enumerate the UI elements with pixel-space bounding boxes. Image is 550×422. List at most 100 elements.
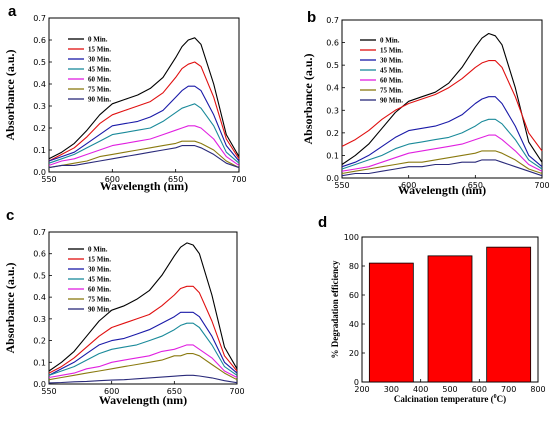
- series-line: [341, 159, 543, 177]
- series-line: [48, 322, 238, 376]
- x-axis-title: Wavelength (nm): [99, 393, 187, 407]
- series-line: [48, 145, 240, 169]
- x-tick-label: 200: [354, 385, 369, 394]
- legend-label: 45 Min.: [88, 276, 111, 284]
- legend-label: 15 Min.: [88, 256, 111, 264]
- legend-label: 30 Min.: [88, 56, 111, 64]
- x-tick-label: 600: [105, 175, 120, 184]
- y-tick-label: 0: [354, 378, 359, 387]
- y-tick-label: 0.2: [326, 129, 339, 138]
- series-line: [48, 103, 240, 164]
- y-tick-label: 0.0: [33, 168, 46, 177]
- series-line: [48, 242, 238, 372]
- panel-letter: c: [6, 207, 14, 224]
- y-axis-title: Absorbance (a.u.): [3, 49, 17, 140]
- legend-label: 15 Min.: [88, 46, 111, 54]
- x-tick-label: 650: [167, 387, 182, 396]
- y-tick-label: 40: [349, 320, 359, 329]
- x-tick-label: 700: [231, 175, 246, 184]
- x-axis-title: Calcination temperature (0C): [394, 394, 506, 404]
- series-line: [48, 125, 240, 166]
- y-axis-title: Absorbance (a.u.): [3, 262, 17, 353]
- y-tick-label: 0.7: [33, 228, 46, 237]
- x-tick-label: 600: [401, 181, 416, 190]
- series-line: [341, 118, 543, 170]
- legend-label: 30 Min.: [380, 57, 403, 65]
- legend-label: 45 Min.: [380, 67, 403, 75]
- panel-letter: d: [318, 214, 327, 231]
- series-line: [48, 344, 238, 379]
- panel-d: d 200 300 400 500 600 700 800 0 20 40 60 80 100 Calcin…: [318, 214, 546, 404]
- series-line: [48, 374, 238, 384]
- y-tick-label: 60: [349, 291, 359, 300]
- y-tick-label: 0.1: [33, 358, 46, 367]
- bar: [486, 246, 532, 383]
- x-tick-label: 650: [468, 181, 483, 190]
- panel-a: a 550 600 650 700 0.0 0.1 0.2 0.3 0.4 0.5 0.6 0.7 Wav…: [3, 3, 247, 193]
- legend-label: 60 Min.: [88, 286, 111, 294]
- y-tick-label: 0.0: [326, 174, 339, 183]
- legend-label: 75 Min.: [88, 86, 111, 94]
- y-axis-title: % Degradation efficiency: [330, 260, 340, 358]
- y-tick-label: 0.4: [33, 293, 46, 302]
- y-tick-label: 80: [349, 262, 359, 271]
- x-tick-label: 500: [442, 385, 457, 394]
- legend-label: 90 Min.: [88, 306, 111, 314]
- y-tick-label: 0.5: [326, 61, 339, 70]
- y-tick-label: 0.1: [33, 146, 46, 155]
- series-line: [48, 285, 238, 374]
- y-tick-label: 0.5: [33, 58, 46, 67]
- x-axis-title: Wavelength (nm): [100, 179, 188, 193]
- y-tick-label: 0.4: [326, 84, 339, 93]
- panel-c: c 550 600 650 700 0.0 0.1 0.2 0.3 0.4 0.5 0.6 0.7 Wav…: [3, 207, 245, 407]
- legend-label: 0 Min.: [88, 36, 108, 44]
- y-tick-label: 0.0: [33, 380, 46, 389]
- legend-label: 0 Min.: [380, 37, 400, 45]
- y-tick-label: 0.7: [326, 16, 339, 25]
- legend-label: 90 Min.: [380, 97, 403, 105]
- y-tick-label: 0.3: [33, 315, 46, 324]
- series-line: [48, 85, 240, 162]
- legend-label: 60 Min.: [88, 76, 111, 84]
- bar: [427, 255, 473, 383]
- panel-letter: a: [8, 3, 17, 20]
- x-tick-label: 700: [501, 385, 516, 394]
- y-tick-label: 20: [349, 349, 359, 358]
- y-tick-label: 0.3: [326, 106, 339, 115]
- legend-label: 60 Min.: [380, 77, 403, 85]
- plot-frame: [48, 231, 238, 385]
- bar: [368, 262, 414, 383]
- legend-label: 30 Min.: [88, 266, 111, 274]
- legend-label: 15 Min.: [380, 47, 403, 55]
- x-tick-label: 650: [168, 175, 183, 184]
- series-line: [48, 61, 240, 162]
- legend-label: 90 Min.: [88, 96, 111, 104]
- y-tick-label: 0.6: [33, 250, 46, 259]
- y-tick-label: 0.2: [33, 124, 46, 133]
- y-axis-title: Absorbance (a.u.): [301, 53, 315, 144]
- x-tick-label: 600: [472, 385, 487, 394]
- x-tick-label: 400: [413, 385, 428, 394]
- y-tick-label: 0.4: [33, 80, 46, 89]
- series-line: [341, 96, 543, 168]
- series-line: [48, 37, 240, 160]
- legend-label: 45 Min.: [88, 66, 111, 74]
- panel-b: b 550 600 650 700 0.0 0.1 0.2 0.3 0.4 0.5 0.6 0.7 Wav…: [301, 9, 550, 197]
- series-line: [48, 140, 240, 169]
- x-tick-label: 550: [41, 387, 56, 396]
- x-tick-label: 600: [104, 387, 119, 396]
- y-tick-label: 0.3: [33, 102, 46, 111]
- series-line: [341, 32, 543, 165]
- x-axis-title: Wavelength (nm): [398, 183, 486, 197]
- plot-frame: [48, 17, 240, 173]
- series-line: [341, 60, 543, 152]
- y-tick-label: 0.6: [326, 39, 339, 48]
- legend-label: 75 Min.: [88, 296, 111, 304]
- x-tick-label: 550: [334, 181, 349, 190]
- y-tick-label: 100: [344, 233, 359, 242]
- legend-label: 0 Min.: [88, 246, 108, 254]
- y-tick-label: 0.1: [326, 151, 339, 160]
- y-tick-label: 0.7: [33, 14, 46, 23]
- series-line: [341, 134, 543, 172]
